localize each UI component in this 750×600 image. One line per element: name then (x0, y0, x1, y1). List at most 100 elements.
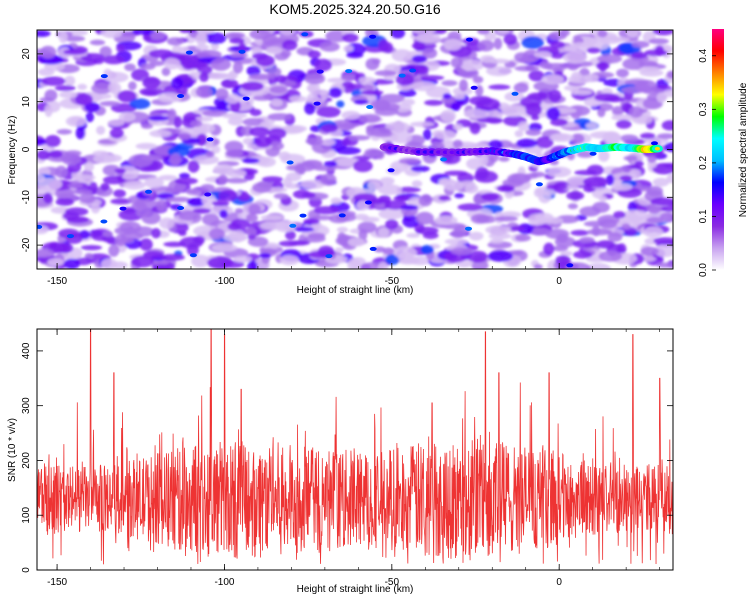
spectrogram-noise-blob (221, 78, 239, 89)
spectrogram-noise-blob (41, 76, 66, 86)
spectrogram-noise-blob (313, 206, 340, 215)
spectrogram-noise-blob (149, 129, 172, 138)
spectrogram-noise-blob (65, 207, 89, 216)
spectrogram-noise-blob (574, 169, 597, 176)
spectrogram-noise-blob (230, 52, 249, 58)
spectrogram-noise-blob (463, 108, 490, 119)
signal-track-core (654, 146, 661, 151)
snr-series-line (37, 329, 673, 565)
spectrogram-noise-blob (418, 194, 433, 207)
spectrogram-ytick-label: 10 (21, 96, 32, 108)
spectrogram-noise-blob (485, 225, 511, 235)
spectrogram-noise-blob (484, 31, 497, 41)
snr-ytick-label: 100 (21, 506, 32, 523)
spectrogram-noise-blob (379, 93, 405, 104)
spectrogram-noise-blob (302, 192, 316, 199)
spectrogram-noise-blob (488, 84, 511, 90)
spectrogram-noise-blob (666, 70, 673, 79)
spectrogram-noise-blob (142, 76, 161, 89)
spectrogram-noise-blob (200, 184, 215, 192)
spectrogram-noise-blob (374, 70, 397, 77)
spectrogram-noise-blob (442, 93, 452, 100)
spectrogram-noise-blob (232, 61, 244, 74)
spectrogram-noise-blob (525, 103, 542, 117)
spectrogram-noise-blob (300, 179, 326, 189)
spectrogram-noise-blob (141, 211, 161, 225)
spectrogram-noise-blob (179, 172, 190, 179)
spectrogram-noise-blob (141, 123, 154, 129)
spectrogram-noise-blob (129, 98, 151, 110)
spectrogram-noise-blob (527, 92, 548, 101)
spectrogram-noise-blob (514, 52, 530, 62)
spectrogram-noise-blob (470, 213, 490, 224)
spectrogram-noise-blob (616, 119, 632, 129)
spectrogram-noise-blob (83, 161, 95, 172)
spectrogram-noise-blob (193, 235, 206, 245)
spectrogram-noise-blob (543, 242, 555, 256)
spectrogram-noise-speck (566, 263, 574, 268)
spectrogram-noise-blob (218, 174, 228, 185)
spectrogram-noise-speck (316, 69, 324, 74)
spectrogram-ytick-label: 20 (21, 48, 32, 60)
spectrogram-noise-blob (666, 173, 673, 184)
snr-panel: -150 -100 -50 0 0 100 200 300 400 Height of stra… (7, 328, 674, 595)
spectrogram-noise-blob (525, 129, 542, 136)
spectrogram-noise-blob (288, 95, 307, 103)
spectrogram-noise-blob (227, 117, 244, 126)
snr-xtick-label: -100 (214, 577, 234, 588)
spectrogram-noise-blob (611, 183, 633, 191)
spectrogram-noise-blob (89, 39, 106, 46)
spectrogram-noise-blob (444, 170, 468, 176)
spectrogram-noise-blob (334, 247, 344, 253)
spectrogram-noise-blob (305, 137, 324, 145)
colorbar-strip (712, 29, 724, 270)
spectrogram-noise-blob (361, 89, 384, 96)
spectrogram-noise-blob (372, 58, 381, 65)
spectrogram-noise-blob (382, 247, 395, 255)
spectrogram-noise-blob (249, 30, 271, 40)
spectrogram-noise-blob (377, 184, 403, 195)
spectrogram-noise-blob (656, 133, 673, 140)
spectrogram-noise-speck (345, 69, 353, 74)
spectrogram-noise-blob (640, 132, 656, 139)
spectrogram-noise-blob (221, 112, 248, 119)
spectrogram-noise-blob (652, 163, 673, 175)
spectrogram-noise-blob (63, 49, 86, 55)
spectrogram-noise-blob (238, 193, 251, 202)
spectrogram-noise-blob (664, 142, 673, 153)
spectrogram-noise-blob (549, 133, 575, 142)
spectrogram-noise-blob (459, 79, 468, 92)
snr-ticks: -150 -100 -50 0 0 100 200 300 400 (21, 329, 673, 588)
spectrogram-noise-speck (67, 234, 74, 239)
spectrogram-noise-blob (64, 75, 76, 87)
spectrogram-noise-blob (378, 208, 405, 220)
spectrogram-noise-blob (627, 201, 637, 213)
spectrogram-noise-blob (451, 102, 461, 112)
spectrogram-noise-blob (47, 258, 64, 266)
colorbar-label: Normalized spectral amplitude (738, 82, 749, 217)
spectrogram-noise-blob (153, 264, 171, 269)
spectrogram-noise-blob (254, 136, 272, 148)
spectrogram-noise-blob (480, 55, 495, 63)
spectrogram-noise-blob (92, 150, 109, 157)
spectrogram-noise-blob (454, 193, 465, 199)
spectrogram-noise-blob (433, 130, 457, 140)
spectrogram-noise-blob (586, 47, 601, 54)
spectrogram-noise-blob (246, 213, 258, 223)
spectrogram-noise-blob (281, 125, 307, 133)
spectrogram-noise-speck (242, 96, 250, 101)
spectrogram-noise-blob (336, 100, 345, 108)
spectrogram-noise-blob (346, 83, 366, 90)
spectrogram-noise-blob (597, 30, 608, 38)
spectrogram-noise-blob (596, 240, 615, 249)
snr-background (37, 329, 673, 570)
spectrogram-noise-blob (211, 243, 238, 252)
spectrogram-noise-blob (602, 131, 621, 144)
spectrogram-noise-blob (530, 115, 540, 121)
spectrogram-noise-blob (314, 58, 332, 72)
spectrogram-noise-blob (233, 255, 252, 263)
snr-ytick-label: 200 (21, 452, 32, 469)
spectrogram-noise-blob (320, 124, 338, 133)
spectrogram-noise-blob (583, 176, 608, 188)
